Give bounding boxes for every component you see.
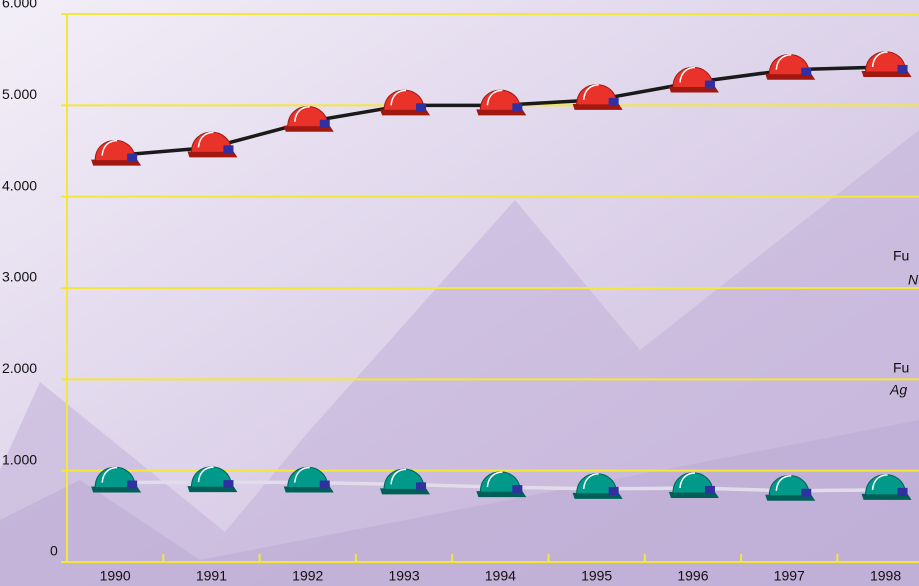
annotation: Ag (889, 382, 907, 398)
y-tick-label: 3.000 (2, 269, 37, 285)
helmet-strap (319, 119, 330, 128)
helmet-marker (380, 468, 431, 495)
helmet-strap (416, 482, 427, 491)
helmet-marker (283, 466, 334, 493)
helmet-highlight (486, 89, 503, 106)
x-tick-label: 1995 (581, 568, 612, 584)
helmet-highlight (582, 84, 599, 100)
helmet-highlight (294, 106, 310, 122)
helmet-highlight (101, 139, 118, 156)
helmet-marker (283, 106, 334, 132)
x-tick-label: 1991 (196, 568, 227, 584)
x-tick-label: 1998 (870, 568, 901, 584)
helmet-highlight (197, 131, 214, 148)
helmet-marker (765, 475, 816, 501)
helmet-strap (897, 487, 908, 496)
helmet-strap (608, 486, 619, 495)
helmet-highlight (582, 473, 599, 490)
y-tick-label: 0 (50, 543, 58, 559)
helmet-highlight (871, 474, 888, 490)
y-tick-label: 4.000 (2, 177, 37, 193)
helmet-strap (608, 97, 619, 106)
helmet-strap (897, 64, 908, 73)
x-tick-label: 1990 (100, 568, 131, 584)
annotation: N (908, 272, 919, 288)
helmet-highlight (390, 468, 407, 485)
helmet-strap (512, 103, 523, 112)
helmet-marker (476, 471, 527, 498)
helmet-marker (668, 472, 719, 499)
y-tick-label: 5.000 (2, 86, 37, 102)
annotation: Fu (893, 360, 909, 376)
x-tick-label: 1992 (292, 568, 323, 584)
y-tick-label: 1.000 (2, 451, 37, 467)
helmet-strap (801, 488, 812, 497)
helmet-highlight (775, 53, 792, 70)
helmet-highlight (679, 472, 695, 489)
mountain-shape (0, 420, 919, 586)
helmet-marker (861, 51, 912, 77)
helmet-highlight (775, 475, 792, 491)
helmet-marker (572, 473, 623, 499)
helmet-marker (476, 89, 527, 116)
y-tick-label: 2.000 (2, 360, 37, 376)
helmet-highlight (294, 466, 310, 483)
helmet-marker (380, 89, 431, 116)
helmet-strap (512, 485, 523, 494)
helmet-marker (187, 131, 238, 158)
x-tick-label: 1997 (774, 568, 805, 584)
helmet-highlight (197, 466, 214, 483)
x-tick-label: 1996 (677, 568, 708, 584)
helmet-strap (801, 67, 812, 76)
helmet-highlight (486, 471, 503, 488)
helmet-highlight (871, 51, 888, 68)
helmet-marker (765, 53, 816, 80)
helmet-marker (668, 66, 719, 93)
helmet-marker (187, 466, 238, 493)
helmet-marker (572, 84, 623, 110)
y-tick-label: 6.000 (2, 0, 37, 11)
helmet-strap (223, 480, 234, 489)
x-tick-label: 1994 (485, 568, 516, 584)
helmet-strap (319, 480, 330, 489)
x-tick-label: 1993 (388, 568, 419, 584)
helmet-strap (223, 145, 234, 154)
helmet-strap (127, 480, 138, 489)
helmet-highlight (390, 89, 407, 106)
helmet-marker (91, 139, 142, 166)
annotation: Fu (893, 248, 909, 264)
helmet-marker (861, 474, 912, 500)
helmet-highlight (679, 66, 695, 83)
helmet-marker (91, 466, 142, 493)
helmet-strap (127, 153, 138, 162)
helmet-highlight (101, 466, 118, 483)
helmet-strap (704, 486, 715, 495)
helmet-strap (704, 80, 715, 89)
helmet-strap (416, 103, 427, 112)
